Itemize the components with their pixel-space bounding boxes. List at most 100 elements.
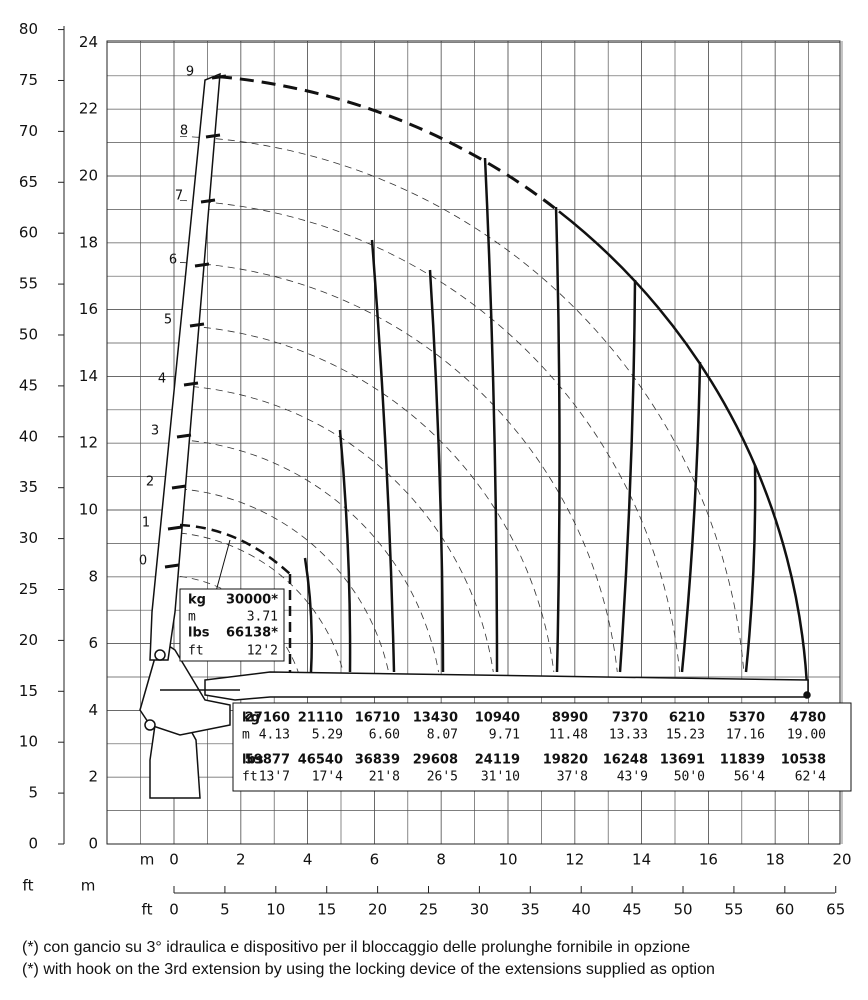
table-cell: 4.13 xyxy=(259,728,290,743)
reach-arc xyxy=(179,199,680,673)
pivot xyxy=(154,649,166,661)
section-label: 8 xyxy=(180,124,188,139)
x-tick-label: 65 xyxy=(826,901,845,919)
load-line xyxy=(303,557,313,673)
table-cell: 13430 xyxy=(413,711,458,726)
y-tick-label: 14 xyxy=(79,367,98,385)
labels: 0246810121416182022240510152025303540455… xyxy=(19,20,852,978)
table-cell: 6210 xyxy=(669,711,705,726)
load-line xyxy=(338,429,352,673)
max-load-value: 30000* xyxy=(226,593,278,608)
table-cell: 8990 xyxy=(552,711,588,726)
y-tick-label: 18 xyxy=(79,233,98,251)
section-label: 9 xyxy=(186,65,194,80)
table-cell: 10538 xyxy=(781,753,826,768)
x-tick-label: 55 xyxy=(724,901,743,919)
y-tick-label: 60 xyxy=(19,224,38,242)
section-joint xyxy=(183,381,199,387)
y-tick-label: 80 xyxy=(19,20,38,38)
table-cell: 26'5 xyxy=(427,770,458,785)
y-tick-label: 50 xyxy=(19,325,38,343)
y-tick-label: 24 xyxy=(79,33,98,51)
x-tick-label: 6 xyxy=(370,851,380,869)
x-tick-label: 14 xyxy=(632,851,651,869)
y-tick-label: 70 xyxy=(19,122,38,140)
row-label: ft xyxy=(242,770,258,785)
footnote: (*) with hook on the 3rd extension by us… xyxy=(22,961,715,978)
table-cell: 17'4 xyxy=(312,770,343,785)
x-tick-label: 45 xyxy=(623,901,642,919)
y-tick-label: 15 xyxy=(19,682,38,700)
load-table xyxy=(232,702,852,792)
table-cell: 5.29 xyxy=(312,728,343,743)
max-load-label: ft xyxy=(188,644,204,659)
load-line xyxy=(483,157,499,673)
reach-arc xyxy=(179,532,344,673)
axis-unit: m xyxy=(81,877,96,895)
table-cell: 10940 xyxy=(475,711,520,726)
table-cell: 15.23 xyxy=(666,728,705,743)
y-tick-label: 55 xyxy=(19,275,38,293)
table-cell: 16710 xyxy=(355,711,400,726)
max-load-pointer xyxy=(214,539,231,596)
y-tick-label: 10 xyxy=(79,501,98,519)
max-load-value: 3.71 xyxy=(247,610,278,625)
table-cell: 13'7 xyxy=(259,770,290,785)
x-tick-label: 18 xyxy=(766,851,785,869)
load-line xyxy=(680,361,702,673)
table-cell: 19.00 xyxy=(787,728,826,743)
y-tick-label: 20 xyxy=(79,167,98,185)
reach-arc xyxy=(179,488,389,673)
plot-frame xyxy=(106,40,841,845)
table-cell: 11.48 xyxy=(549,728,588,743)
table-cell: 59877 xyxy=(245,753,290,768)
section-joint xyxy=(167,525,183,531)
hook xyxy=(803,691,811,699)
max-load-label: m xyxy=(188,610,196,625)
x-tick-label: 8 xyxy=(436,851,446,869)
table-cell: 37'8 xyxy=(557,770,588,785)
section-label: 0 xyxy=(139,554,147,569)
x-tick-label: 50 xyxy=(673,901,692,919)
section-label: 2 xyxy=(146,475,154,490)
x-tick-label: 0 xyxy=(169,901,179,919)
table-cell: 16248 xyxy=(603,753,648,768)
section-joint xyxy=(194,262,210,268)
load-line xyxy=(428,269,445,673)
load-line xyxy=(554,206,561,673)
table-cell: 62'4 xyxy=(795,770,826,785)
table-cell: 43'9 xyxy=(617,770,648,785)
footnote: (*) con gancio su 3° idraulica e disposi… xyxy=(22,939,690,956)
table-cell: 9.71 xyxy=(489,728,520,743)
y-tick-label: 75 xyxy=(19,71,38,89)
x-tick-label: 16 xyxy=(699,851,718,869)
outer-arc-dashed xyxy=(217,75,560,213)
max-load-label: kg xyxy=(188,593,206,608)
x-tick-label: 60 xyxy=(775,901,794,919)
table-cell: 13691 xyxy=(660,753,705,768)
table-cell: 21110 xyxy=(298,711,343,726)
x-tick-label: 20 xyxy=(368,901,387,919)
table-cell: 21'8 xyxy=(369,770,400,785)
pivot xyxy=(144,719,156,731)
max-load-label: lbs xyxy=(188,626,210,641)
x-tick-label: 25 xyxy=(419,901,438,919)
x-tick-label: 10 xyxy=(266,901,285,919)
y-tick-label: 35 xyxy=(19,478,38,496)
boom-horizontal xyxy=(204,671,809,701)
section-label: 1 xyxy=(142,516,150,531)
reach-arc xyxy=(179,439,439,673)
axis-unit: ft xyxy=(142,901,153,919)
table-cell: 5370 xyxy=(729,711,765,726)
crane xyxy=(139,72,811,799)
section-joint xyxy=(200,198,216,204)
boom xyxy=(149,72,221,661)
table-cell: 50'0 xyxy=(674,770,705,785)
table-cell: 36839 xyxy=(355,753,400,768)
y-tick-label: 6 xyxy=(88,634,98,652)
table-cell: 24119 xyxy=(475,753,520,768)
x-tick-label: 5 xyxy=(220,901,230,919)
load-lines xyxy=(303,157,757,673)
y-tick-label: 12 xyxy=(79,434,98,452)
